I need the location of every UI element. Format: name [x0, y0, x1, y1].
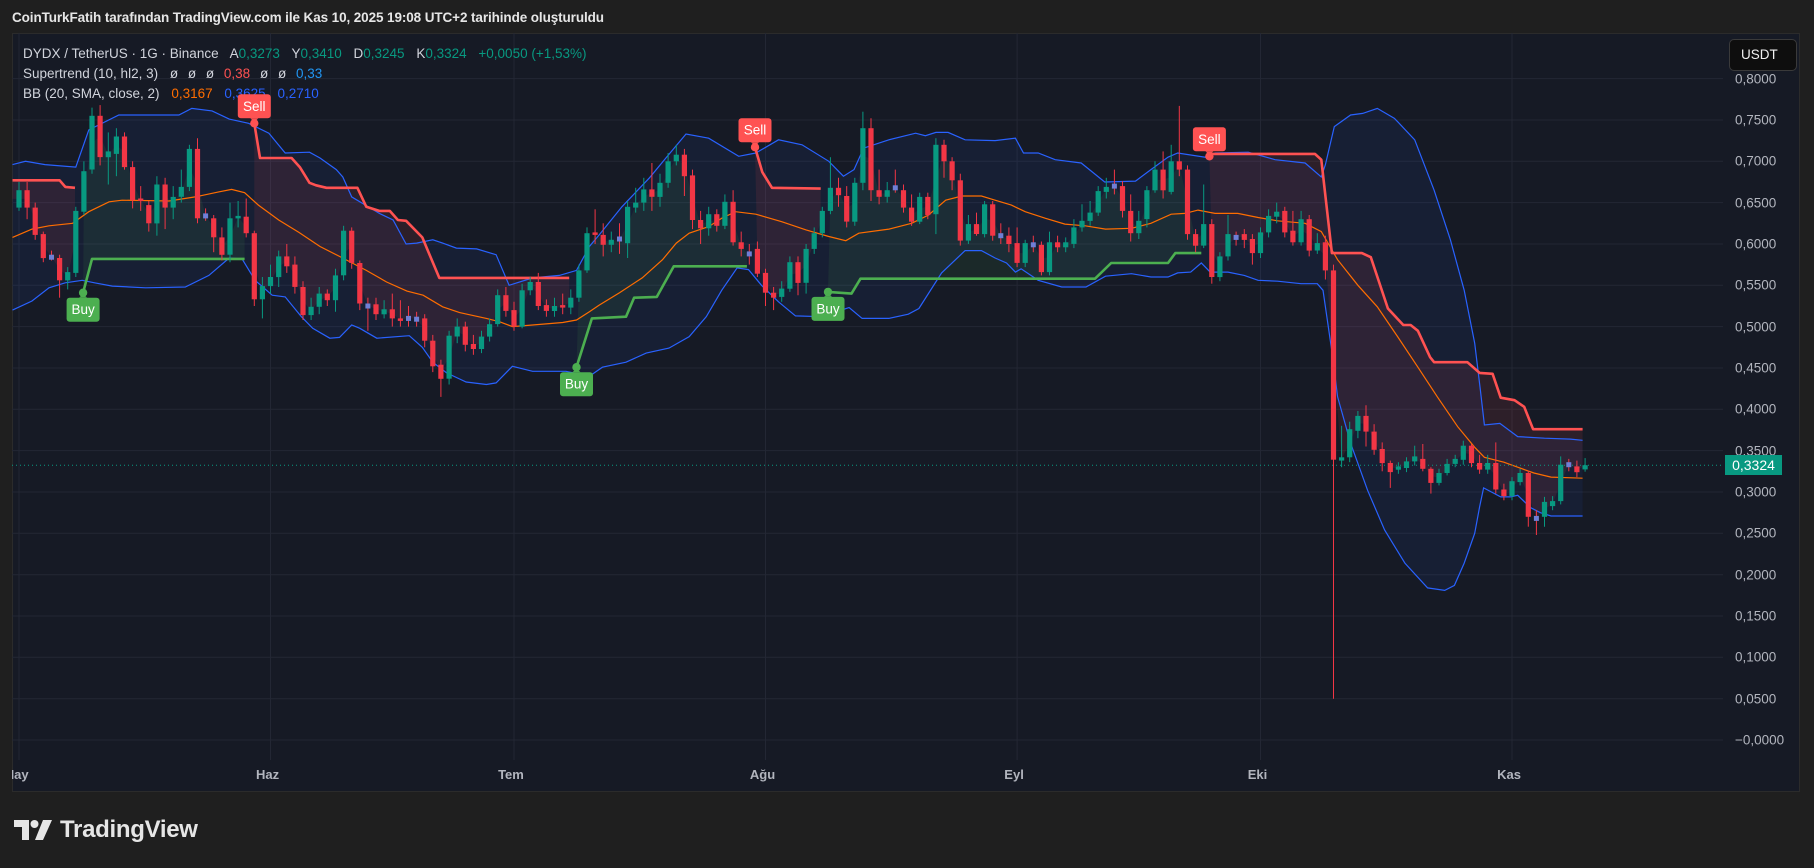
tradingview-logo-text: TradingView [60, 816, 198, 843]
price-axis-label: 0,7000 [1735, 153, 1777, 169]
supertrend-value: ø [205, 66, 215, 81]
time-axis-label: Eki [1247, 767, 1268, 782]
legend-open-label: A [229, 46, 239, 61]
snapshot-attribution: CoinTurkFatih tarafından TradingView.com… [12, 10, 604, 25]
time-axis-label: Ağu [749, 767, 776, 782]
last-price-badge: 0,3324 [1725, 455, 1782, 476]
legend-low-value: 0,3245 [363, 46, 405, 61]
legend-symbol[interactable]: DYDX / TetherUS · 1G · Binance [23, 46, 219, 61]
price-axis-label: 0,6500 [1735, 195, 1777, 211]
time-axis-label: Haz [255, 767, 280, 782]
legend-open-value: 0,3273 [238, 46, 280, 61]
price-axis-label: 0,7500 [1735, 112, 1777, 128]
price-axis-label: 0,2000 [1735, 567, 1777, 583]
supertrend-value: ø [187, 66, 197, 81]
price-axis-label: 0,2500 [1735, 525, 1777, 541]
supertrend-value: 0,33 [295, 66, 323, 81]
supertrend-value: ø [259, 66, 269, 81]
legend-supertrend-row[interactable]: Supertrend (10, hl2, 3) ø ø ø 0,38 ø ø 0… [23, 64, 587, 84]
time-axis[interactable]: May Haz Tem Ağu Eyl Eki Kas [12, 760, 1723, 791]
legend-symbol-row[interactable]: DYDX / TetherUS · 1G · Binance A0,3273 Y… [23, 44, 587, 64]
supertrend-value: ø [169, 66, 179, 81]
price-axis-label: 0,8000 [1735, 71, 1777, 87]
chart-pane[interactable] [12, 33, 1800, 792]
legend-close-value: 0,3324 [425, 46, 467, 61]
legend-low-label: D [353, 46, 364, 61]
chart-legend: DYDX / TetherUS · 1G · Binance A0,3273 Y… [23, 44, 587, 104]
legend-change: +0,0050 (+1,53%) [478, 46, 587, 61]
time-axis-label: Eyl [1004, 767, 1024, 782]
legend-close-label: K [416, 46, 426, 61]
supertrend-title[interactable]: Supertrend (10, hl2, 3) [23, 66, 159, 81]
legend-high-label: Y [291, 46, 301, 61]
currency-button[interactable]: USDT [1729, 39, 1797, 71]
tradingview-logo-icon [14, 820, 52, 840]
price-axis-label: 0,5500 [1735, 277, 1777, 293]
price-axis-label: 0,4500 [1735, 360, 1777, 376]
price-axis-label: 0,0500 [1735, 691, 1777, 707]
price-axis-label: 0,1000 [1735, 649, 1777, 665]
price-axis-label: 0,4000 [1735, 401, 1777, 417]
bb-lower-value: 0,2710 [277, 86, 319, 101]
time-axis-label: Kas [1497, 767, 1521, 782]
price-axis-label: −0,0000 [1735, 732, 1785, 748]
price-axis-label: 0,3500 [1735, 443, 1777, 459]
bb-basis-value: 0,3167 [171, 86, 213, 101]
price-axis-label: 0,3000 [1735, 484, 1777, 500]
price-axis-label: 0,1500 [1735, 608, 1777, 624]
price-axis-label: 0,6000 [1735, 236, 1777, 252]
price-axis-label: 0,5000 [1735, 319, 1777, 335]
legend-bb-row[interactable]: BB (20, SMA, close, 2) 0,3167 0,3625 0,2… [23, 84, 587, 104]
bb-title[interactable]: BB (20, SMA, close, 2) [23, 86, 160, 101]
tradingview-logo[interactable]: TradingView [14, 816, 198, 844]
bb-upper-value: 0,3625 [224, 86, 266, 101]
time-axis-label: May [12, 767, 29, 782]
supertrend-value: 0,38 [223, 66, 251, 81]
time-axis-label: Tem [498, 767, 524, 782]
price-axis[interactable]: 0,8000 0,7500 0,7000 0,6500 0,6000 0,5500 0,50… [1723, 33, 1800, 760]
supertrend-value: ø [277, 66, 287, 81]
legend-high-value: 0,3410 [300, 46, 342, 61]
